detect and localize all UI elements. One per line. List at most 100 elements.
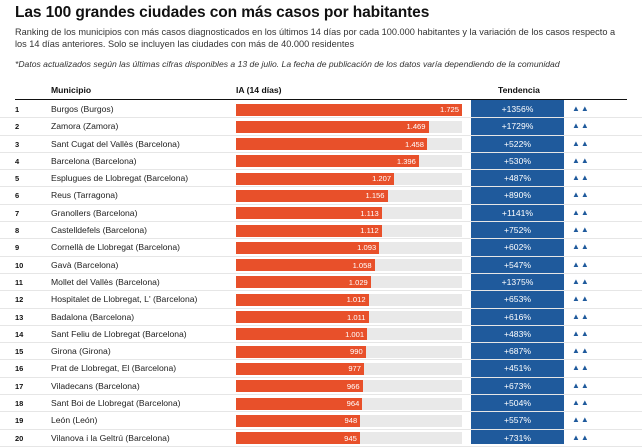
table-row[interactable]: 16 Prat de Llobregat, El (Barcelona) 977 +4… bbox=[0, 360, 642, 378]
rank-number: 5 bbox=[15, 174, 20, 184]
city-name: Granollers (Barcelona) bbox=[51, 207, 138, 218]
tendencia-percent: +602% bbox=[504, 242, 531, 253]
table-row[interactable]: 11 Mollet del Vallès (Barcelona) 1.029 +137… bbox=[0, 274, 642, 292]
ia-value-label: 1.458 bbox=[404, 139, 424, 149]
column-header-tendencia[interactable]: Tendencia bbox=[498, 85, 540, 95]
table-row[interactable]: 7 Granollers (Barcelona) 1.113 +1141% ▲▲ bbox=[0, 205, 642, 223]
table-row[interactable]: 6 Reus (Tarragona) 1.156 +890% ▲▲ bbox=[0, 187, 642, 205]
rank-number: 8 bbox=[15, 226, 20, 236]
ia-bar: 1.058 bbox=[236, 259, 375, 272]
city-name: León (León) bbox=[51, 415, 98, 426]
city-name: Hospitalet de Llobregat, L' (Barcelona) bbox=[51, 294, 198, 305]
tendencia-percent: +483% bbox=[504, 328, 531, 339]
ia-bar-track: 1.001 bbox=[236, 328, 462, 341]
trend-up-arrows-icon: ▲▲ bbox=[572, 328, 590, 338]
trend-up-arrows-icon: ▲▲ bbox=[572, 207, 590, 217]
ia-bar-track: 1.725 bbox=[236, 103, 462, 116]
table-row[interactable]: 19 León (León) 948 +557% ▲▲ bbox=[0, 412, 642, 430]
ia-bar-track: 1.458 bbox=[236, 138, 462, 151]
city-name: Vilanova i la Geltrú (Barcelona) bbox=[51, 432, 170, 443]
table-row[interactable]: 12 Hospitalet de Llobregat, L' (Barcelona… bbox=[0, 291, 642, 309]
tendencia-column-background bbox=[471, 100, 564, 444]
tendencia-percent: +1141% bbox=[501, 207, 534, 218]
ia-bar: 1.458 bbox=[236, 138, 427, 151]
tendencia-percent: +547% bbox=[504, 259, 531, 270]
column-header-municipio[interactable]: Municipio bbox=[51, 85, 92, 95]
table-row[interactable]: 14 Sant Feliu de Llobregat (Barcelona) 1.0… bbox=[0, 326, 642, 344]
ia-bar-track: 966 bbox=[236, 380, 462, 393]
rank-number: 13 bbox=[15, 312, 24, 322]
table-row[interactable]: 3 Sant Cugat del Vallès (Barcelona) 1.458 +… bbox=[0, 136, 642, 153]
trend-up-arrows-icon: ▲▲ bbox=[572, 155, 590, 165]
rank-number: 14 bbox=[15, 329, 24, 339]
ia-bar-track: 1.156 bbox=[236, 189, 462, 202]
trend-up-arrows-icon: ▲▲ bbox=[572, 190, 590, 200]
rank-number: 18 bbox=[15, 399, 24, 409]
ia-bar-track: 1.012 bbox=[236, 293, 462, 306]
ia-bar: 945 bbox=[236, 432, 360, 445]
rank-number: 7 bbox=[15, 208, 20, 218]
trend-up-arrows-icon: ▲▲ bbox=[572, 104, 590, 113]
ia-bar: 1.156 bbox=[236, 189, 388, 202]
trend-up-arrows-icon: ▲▲ bbox=[572, 311, 590, 321]
city-name: Burgos (Burgos) bbox=[51, 104, 114, 114]
tendencia-percent: +731% bbox=[504, 432, 531, 443]
rank-number: 15 bbox=[15, 347, 24, 357]
ia-bar: 1.001 bbox=[236, 328, 368, 341]
city-name: Castelldefels (Barcelona) bbox=[51, 225, 148, 236]
city-name: Badalona (Barcelona) bbox=[51, 311, 135, 322]
ia-bar: 977 bbox=[236, 362, 364, 375]
ia-value-label: 1.207 bbox=[372, 174, 392, 184]
table-row[interactable]: 8 Castelldefels (Barcelona) 1.112 +752% ▲▲ bbox=[0, 222, 642, 240]
rank-number: 3 bbox=[15, 139, 20, 149]
trend-up-arrows-icon: ▲▲ bbox=[572, 432, 590, 442]
table-row[interactable]: 2 Zamora (Zamora) 1.469 +1729% ▲▲ bbox=[0, 118, 642, 136]
tendencia-percent: +504% bbox=[504, 398, 531, 409]
ia-bar-track: 1.058 bbox=[236, 259, 462, 272]
ia-value-label: 1.011 bbox=[347, 312, 366, 322]
city-name: Barcelona (Barcelona) bbox=[51, 155, 137, 166]
table-row[interactable]: 18 Sant Boi de Llobregat (Barcelona) 964 +5… bbox=[0, 395, 642, 413]
page-subtitle: Ranking de los municipios con más casos … bbox=[15, 27, 616, 49]
table-row[interactable]: 17 Viladecans (Barcelona) 966 +673% ▲▲ bbox=[0, 378, 642, 396]
ia-value-label: 1.396 bbox=[396, 156, 416, 166]
table-row[interactable]: 15 Girona (Girona) 990 +687% ▲▲ bbox=[0, 343, 642, 361]
ia-bar-track: 1.112 bbox=[236, 224, 462, 237]
trend-up-arrows-icon: ▲▲ bbox=[572, 276, 590, 286]
ia-bar: 966 bbox=[236, 380, 363, 393]
table-row[interactable]: 13 Badalona (Barcelona) 1.011 +616% ▲▲ bbox=[0, 309, 642, 326]
ia-value-label: 948 bbox=[344, 416, 358, 426]
column-header-ia[interactable]: IA (14 días) bbox=[236, 85, 282, 95]
tendencia-percent: +487% bbox=[504, 173, 531, 184]
ia-bar: 1.093 bbox=[236, 241, 380, 254]
city-name: Sant Feliu de Llobregat (Barcelona) bbox=[51, 328, 187, 339]
rank-number: 19 bbox=[15, 416, 24, 426]
table-row[interactable]: 4 Barcelona (Barcelona) 1.396 +530% ▲▲ bbox=[0, 153, 642, 171]
tendencia-percent: +1356% bbox=[501, 104, 534, 114]
table-row[interactable]: 9 Cornellà de Llobregat (Barcelona) 1.093 +… bbox=[0, 239, 642, 257]
rank-number: 1 bbox=[15, 105, 20, 114]
ia-value-label: 966 bbox=[346, 381, 360, 391]
tendencia-percent: +557% bbox=[504, 415, 531, 426]
tendencia-percent: +752% bbox=[504, 225, 531, 236]
ia-bar-track: 1.113 bbox=[236, 207, 462, 220]
city-name: Sant Cugat del Vallès (Barcelona) bbox=[51, 138, 180, 149]
ia-value-label: 1.029 bbox=[348, 277, 368, 287]
ia-bar-track: 1.011 bbox=[236, 311, 462, 324]
ia-value-label: 964 bbox=[346, 399, 360, 409]
ia-value-label: 1.093 bbox=[357, 243, 377, 253]
table-row[interactable]: 1 Burgos (Burgos) 1.725 +1356% ▲▲ bbox=[0, 101, 642, 119]
rank-number: 2 bbox=[15, 122, 20, 132]
table-row[interactable]: 20 Vilanova i la Geltrú (Barcelona) 945 +73… bbox=[0, 430, 642, 447]
trend-up-arrows-icon: ▲▲ bbox=[572, 363, 590, 373]
table-row[interactable]: 10 Gavà (Barcelona) 1.058 +547% ▲▲ bbox=[0, 257, 642, 274]
tendencia-percent: +522% bbox=[504, 138, 531, 149]
city-name: Reus (Tarragona) bbox=[51, 190, 118, 201]
city-name: Zamora (Zamora) bbox=[51, 121, 119, 132]
rank-number: 17 bbox=[15, 381, 24, 391]
tendencia-percent: +673% bbox=[504, 380, 531, 391]
tendencia-percent: +530% bbox=[504, 155, 531, 166]
ia-bar: 1.029 bbox=[236, 276, 371, 289]
page-title: Las 100 grandes ciudades con más casos p… bbox=[15, 4, 430, 21]
table-row[interactable]: 5 Esplugues de Llobregat (Barcelona) 1.207… bbox=[0, 170, 642, 188]
